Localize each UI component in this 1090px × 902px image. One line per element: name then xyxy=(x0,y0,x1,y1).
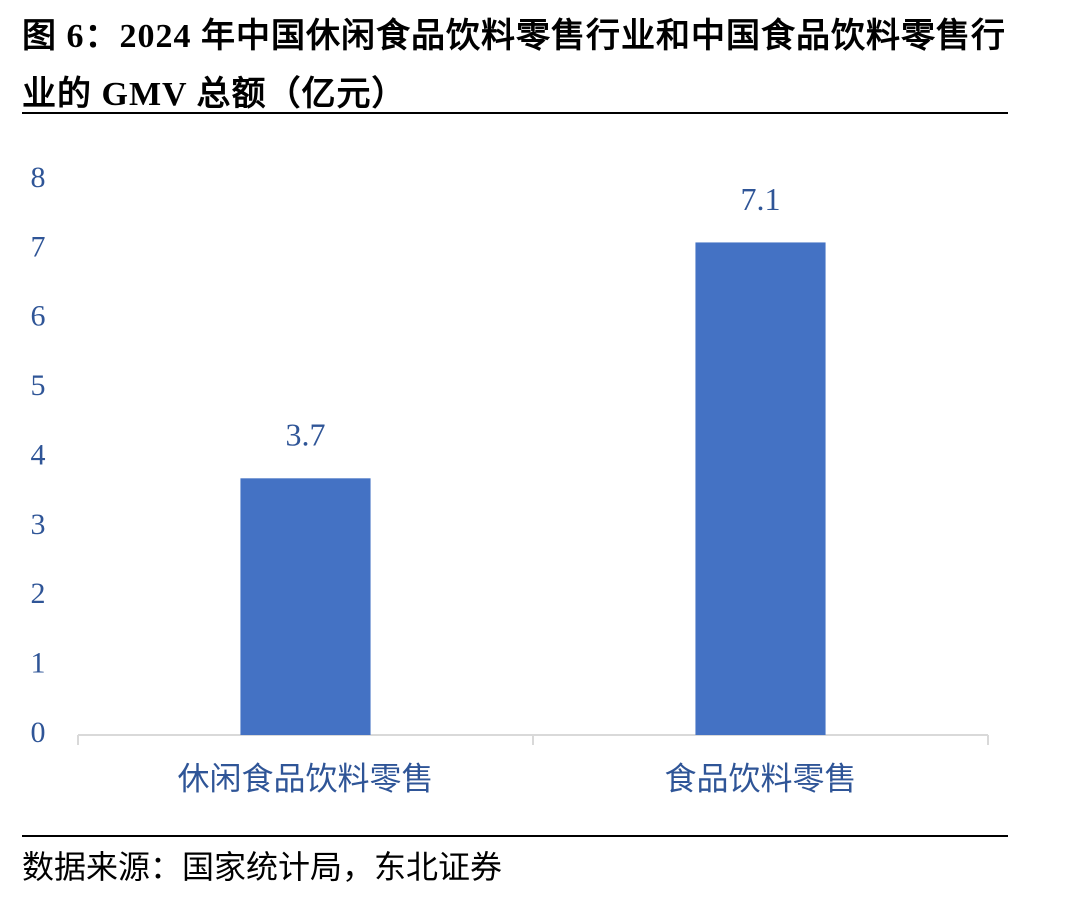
x-tick-label: 休闲食品饮料零售 xyxy=(177,760,433,796)
source-rule xyxy=(22,835,1008,837)
chart: 0 1 2 3 4 5 6 7 8 休闲食品饮料零售 3.7 食品饮料零售 7.1 xyxy=(31,161,989,796)
bar xyxy=(240,478,371,735)
y-tick-label: 1 xyxy=(31,647,46,680)
y-tick-label: 5 xyxy=(31,369,46,402)
y-tick-label: 7 xyxy=(31,230,46,263)
chart-title: 图 6：2024 年中国休闲食品饮料零售行业和中国食品饮料零售行业的 GMV 总… xyxy=(22,18,1006,113)
y-tick-label: 8 xyxy=(31,161,46,194)
source-note: 数据来源：国家统计局，东北证券 xyxy=(22,849,503,885)
bar xyxy=(695,242,826,735)
y-tick-label: 3 xyxy=(31,508,46,541)
data-label: 3.7 xyxy=(286,417,326,453)
x-tick-label: 食品饮料零售 xyxy=(664,760,856,796)
y-tick-label: 4 xyxy=(31,438,46,471)
title-rule xyxy=(22,112,1008,114)
y-tick-label: 2 xyxy=(31,577,46,610)
data-label: 7.1 xyxy=(741,181,781,217)
y-tick-label: 0 xyxy=(31,716,46,749)
y-tick-label: 6 xyxy=(31,300,46,333)
